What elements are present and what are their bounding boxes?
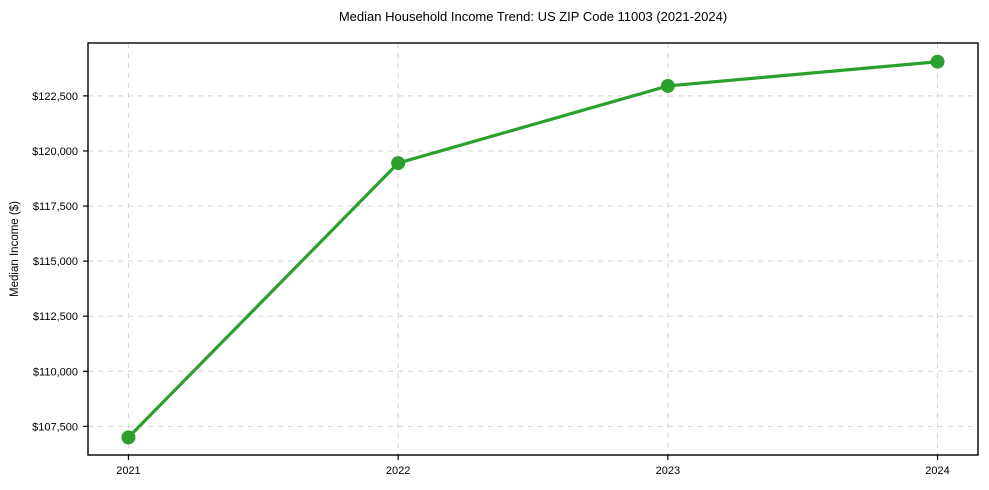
data-point: [391, 156, 406, 171]
y-tick-label: $110,000: [33, 366, 78, 378]
x-tick-label: 2021: [116, 465, 140, 477]
y-tick-label: $115,000: [33, 256, 78, 268]
y-tick-label: $117,500: [33, 201, 78, 213]
x-tick-label: 2024: [925, 465, 949, 477]
data-point: [660, 78, 675, 93]
y-tick-label: $120,000: [32, 146, 78, 158]
y-tick-label: $107,500: [32, 421, 78, 433]
x-tick-label: 2023: [656, 465, 680, 477]
y-tick-label: $122,500: [32, 91, 78, 103]
data-point: [121, 430, 136, 445]
x-tick-label: 2022: [386, 465, 410, 477]
y-tick-label: $112,500: [33, 311, 78, 323]
data-point: [930, 54, 945, 69]
income-line: [126, 60, 940, 439]
plot-border: [87, 42, 979, 456]
chart-title: Median Household Income Trend: US ZIP Co…: [338, 9, 728, 24]
